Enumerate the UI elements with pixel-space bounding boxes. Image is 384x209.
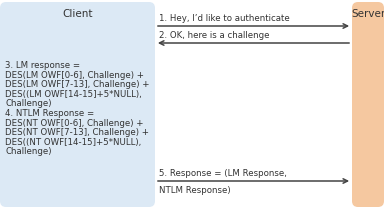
Text: 1. Hey, I’d like to authenticate: 1. Hey, I’d like to authenticate (159, 14, 290, 23)
Text: DES(NT OWF[7-13], Challenge) +: DES(NT OWF[7-13], Challenge) + (5, 128, 149, 137)
Text: 3. LM response =: 3. LM response = (5, 61, 80, 70)
Text: DES((NT OWF[14-15]+5*NULL),: DES((NT OWF[14-15]+5*NULL), (5, 138, 141, 147)
FancyBboxPatch shape (352, 2, 384, 207)
Text: NTLM Response): NTLM Response) (159, 186, 231, 195)
Bar (155, 0, 352, 209)
Text: DES(LM OWF[7-13], Challenge) +: DES(LM OWF[7-13], Challenge) + (5, 80, 149, 89)
Text: Server: Server (351, 9, 384, 19)
Text: Challenge): Challenge) (5, 147, 51, 156)
Text: Client: Client (62, 9, 93, 19)
Text: Challenge): Challenge) (5, 99, 51, 108)
Text: 2. OK, here is a challenge: 2. OK, here is a challenge (159, 31, 270, 40)
Text: 5. Response = (LM Response,: 5. Response = (LM Response, (159, 169, 287, 178)
FancyBboxPatch shape (0, 2, 155, 207)
Text: 4. NTLM Response =: 4. NTLM Response = (5, 109, 94, 118)
Text: DES((LM OWF[14-15]+5*NULL),: DES((LM OWF[14-15]+5*NULL), (5, 89, 142, 98)
Text: DES(NT OWF[0-6], Challenge) +: DES(NT OWF[0-6], Challenge) + (5, 119, 144, 127)
Text: DES(LM OWF[0-6], Challenge) +: DES(LM OWF[0-6], Challenge) + (5, 70, 144, 79)
